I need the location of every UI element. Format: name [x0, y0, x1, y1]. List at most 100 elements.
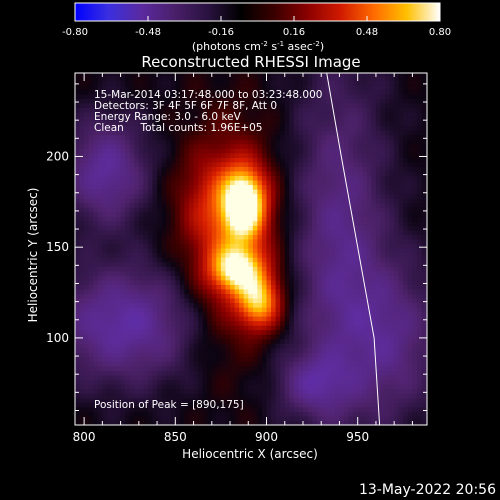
heatmap-cell [97, 279, 103, 285]
heatmap-cell [362, 302, 368, 308]
heatmap-cell [211, 189, 217, 195]
heatmap-cell [129, 143, 135, 149]
heatmap-cell [234, 347, 240, 353]
heatmap-cell [129, 248, 135, 254]
heatmap-cell [175, 148, 181, 154]
heatmap-cell [248, 288, 254, 294]
heatmap-cell [138, 75, 144, 81]
heatmap-cell [129, 316, 135, 322]
heatmap-cell [88, 325, 94, 331]
heatmap-cell [339, 402, 345, 408]
heatmap-cell [184, 73, 190, 77]
heatmap-cell [266, 384, 272, 390]
heatmap-cell [225, 134, 231, 140]
heatmap-cell [312, 320, 318, 326]
heatmap-cell [357, 234, 363, 240]
heatmap-cell [280, 356, 286, 362]
heatmap-cell [362, 388, 368, 394]
heatmap-cell [170, 279, 176, 285]
heatmap-cell [88, 175, 94, 181]
heatmap-cell [184, 184, 190, 190]
heatmap-cell [97, 307, 103, 313]
heatmap-cell [284, 225, 290, 231]
heatmap-cell [175, 375, 181, 381]
heatmap-cell [184, 270, 190, 276]
heatmap-cell [161, 193, 167, 199]
heatmap-cell [102, 343, 108, 349]
heatmap-cell [243, 121, 249, 127]
heatmap-cell [330, 284, 336, 290]
heatmap-cell [166, 388, 172, 394]
heatmap-cell [79, 93, 85, 99]
heatmap-cell [93, 297, 99, 304]
heatmap-cell [102, 275, 108, 281]
heatmap-cell [339, 343, 345, 349]
heatmap-cell [106, 116, 112, 122]
heatmap-cell [157, 161, 163, 167]
heatmap-cell [143, 284, 149, 290]
heatmap-cell [312, 243, 318, 249]
heatmap-cell [252, 148, 258, 154]
heatmap-cell [216, 284, 222, 290]
heatmap-cell [116, 234, 122, 240]
heatmap-cell [334, 338, 340, 344]
heatmap-cell [230, 252, 236, 258]
heatmap-cell [179, 121, 185, 127]
heatmap-cell [106, 307, 112, 313]
heatmap-cell [261, 266, 267, 272]
heatmap-cell [134, 73, 140, 77]
heatmap-cell [120, 89, 126, 95]
heatmap-cell [307, 379, 313, 385]
heatmap-cell [116, 89, 122, 95]
heatmap-cell [234, 134, 240, 140]
heatmap-cell [166, 266, 172, 272]
heatmap-cell [179, 102, 185, 108]
heatmap-cell [344, 207, 350, 213]
heatmap-cell [88, 170, 94, 177]
heatmap-cell [289, 293, 295, 299]
heatmap-cell [298, 139, 304, 145]
heatmap-cell [293, 80, 299, 86]
heatmap-cell [362, 384, 368, 390]
heatmap-cell [157, 311, 163, 317]
heatmap-cell [106, 334, 112, 340]
heatmap-cell [289, 157, 295, 163]
heatmap-cell [143, 261, 149, 267]
heatmap-cell [216, 84, 222, 90]
heatmap-cell [152, 166, 158, 172]
heatmap-cell [175, 316, 181, 322]
heatmap-cell [271, 193, 277, 199]
heatmap-cell [348, 161, 354, 167]
heatmap-cell [344, 239, 350, 245]
heatmap-cell [257, 93, 263, 99]
heatmap-cell [93, 148, 99, 154]
heatmap-cell [202, 161, 208, 167]
heatmap-cell [220, 184, 226, 190]
heatmap-cell [220, 279, 226, 285]
heatmap-cell [193, 152, 199, 158]
heatmap-cell [280, 275, 286, 281]
heatmap-cell [225, 352, 231, 358]
heatmap-cell [230, 175, 236, 181]
heatmap-cell [184, 288, 190, 294]
heatmap-cell [321, 393, 327, 399]
heatmap-cell [357, 239, 363, 245]
heatmap-cell [93, 211, 99, 217]
heatmap-cell [198, 338, 204, 344]
heatmap-cell [344, 293, 350, 299]
heatmap-cell [125, 225, 131, 231]
heatmap-cell [84, 161, 90, 167]
heatmap-cell [188, 184, 195, 190]
heatmap-cell [75, 193, 81, 199]
heatmap-cell [321, 248, 327, 254]
heatmap-cell [170, 84, 176, 90]
heatmap-cell [325, 121, 331, 127]
heatmap-cell [284, 325, 290, 331]
heatmap-cell [325, 406, 331, 412]
heatmap-cell [284, 393, 290, 399]
heatmap-cell [271, 388, 277, 394]
heatmap-cell [353, 288, 359, 294]
heatmap-cell [179, 198, 185, 204]
heatmap-cell [220, 379, 226, 385]
heatmap-cell [84, 116, 90, 122]
